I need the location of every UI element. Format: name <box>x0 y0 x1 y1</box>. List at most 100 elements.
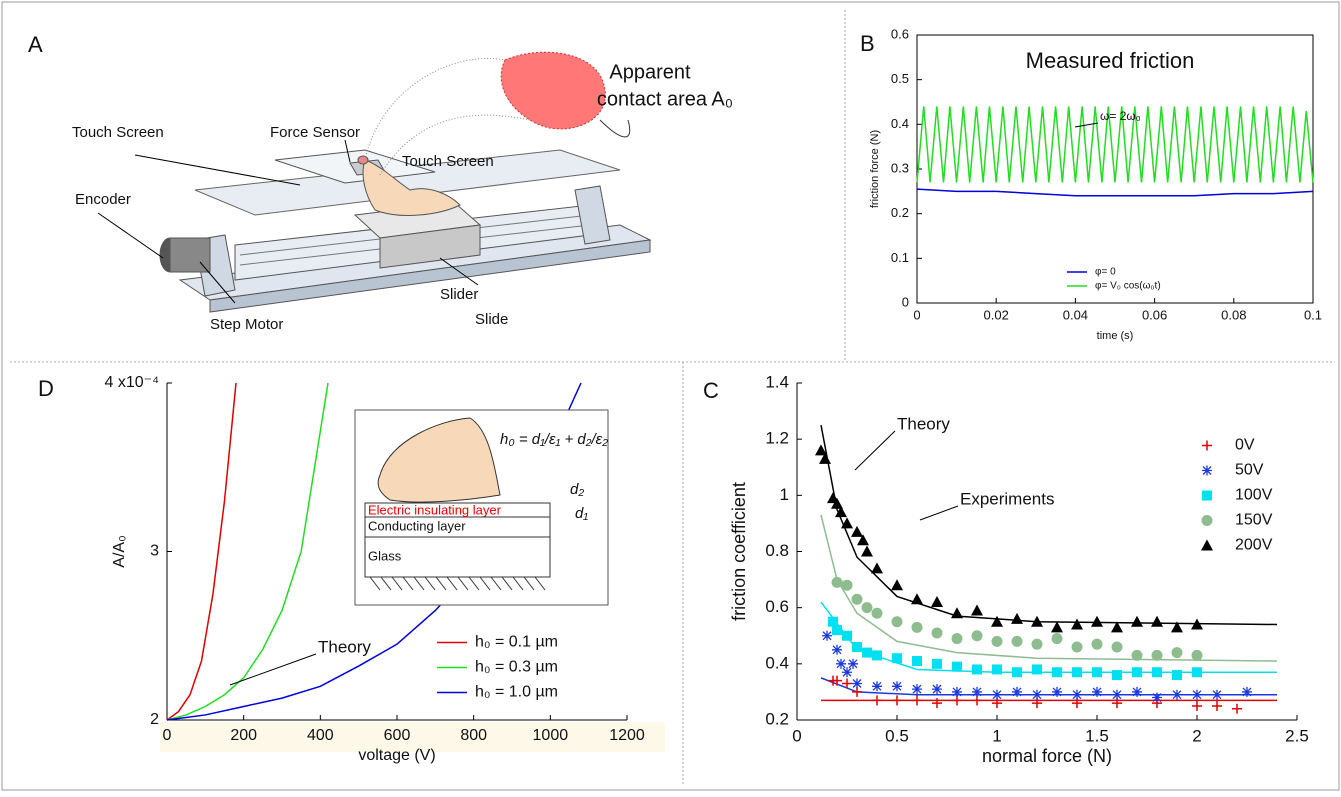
point <box>871 607 883 619</box>
hatch <box>534 576 546 591</box>
point <box>1091 638 1103 650</box>
point <box>1092 686 1102 697</box>
legend-label: h₀ = 0.1 µm <box>475 634 558 651</box>
y-tick-label: 0 <box>902 294 909 309</box>
x-tick-label: 200 <box>230 727 257 744</box>
apparatus <box>97 51 652 313</box>
point <box>1151 615 1163 627</box>
y-axis-label: friction force (N) <box>869 130 881 208</box>
point <box>1151 649 1163 661</box>
point <box>1242 686 1252 697</box>
theory-line <box>820 601 1277 674</box>
point <box>822 630 832 641</box>
point <box>852 678 862 689</box>
diagram-label: Slider <box>440 286 478 303</box>
x-tick-label: 0.5 <box>885 726 909 745</box>
point <box>852 641 862 652</box>
point <box>992 698 1002 709</box>
point <box>1051 633 1063 645</box>
point <box>1032 698 1042 709</box>
finger <box>377 417 501 503</box>
point <box>971 604 983 616</box>
x-tick-label: 0 <box>913 307 920 322</box>
hatch <box>369 576 381 591</box>
x-tick-label: 2.5 <box>1285 726 1309 745</box>
point <box>892 695 902 706</box>
legend-swatch <box>1201 515 1213 526</box>
annotation-arrow <box>1074 122 1099 128</box>
point <box>1072 689 1082 700</box>
y-tick-label: 0.2 <box>891 205 909 220</box>
y-tick-label: 0.2 <box>765 709 789 728</box>
point <box>861 602 873 614</box>
point <box>851 593 863 605</box>
legend-label: h₀ = 0.3 µm <box>475 659 558 676</box>
point <box>1032 689 1042 700</box>
point <box>852 686 862 697</box>
y-axis-label: friction coefficient <box>729 482 749 621</box>
hatch <box>501 576 513 591</box>
point <box>892 681 902 692</box>
point <box>1132 667 1142 678</box>
point <box>991 635 1003 647</box>
point <box>835 506 847 518</box>
point <box>972 664 982 675</box>
point <box>952 661 962 672</box>
point <box>1152 692 1162 703</box>
point <box>872 695 882 706</box>
panel-label: D <box>38 376 54 401</box>
point <box>912 656 922 667</box>
point <box>831 497 843 509</box>
diagram-label: Encoder <box>75 191 131 208</box>
legend-label: h₀ = 1.0 µm <box>475 684 558 701</box>
point <box>1131 615 1143 627</box>
point <box>832 644 842 655</box>
point <box>1112 698 1122 709</box>
point <box>1191 649 1203 661</box>
series-line <box>916 188 1314 197</box>
panel-label: C <box>703 378 719 403</box>
point <box>1111 641 1123 653</box>
point <box>871 562 883 574</box>
legend-swatch <box>1202 490 1212 501</box>
annotation: ω= 2ω₀ <box>1100 109 1141 123</box>
point <box>851 525 863 537</box>
y-tick-label: 4 x10⁻⁴ <box>105 374 160 391</box>
point <box>842 667 852 678</box>
legend-label: 0V <box>1235 437 1255 454</box>
hatch <box>424 576 436 591</box>
point <box>1191 618 1203 630</box>
point <box>828 616 838 627</box>
point <box>1131 649 1143 661</box>
point <box>836 658 846 669</box>
annotation-arrow <box>919 505 959 521</box>
point <box>932 684 942 695</box>
point <box>1092 667 1102 678</box>
point <box>972 686 982 697</box>
hatch <box>468 576 480 591</box>
point <box>1072 698 1082 709</box>
theory-line <box>820 677 1277 696</box>
point <box>932 698 942 709</box>
inset-formula: h₀ = d₁/ε₁ + d₂/ε₂ <box>500 431 608 448</box>
point <box>1012 686 1022 697</box>
x-tick-label: 400 <box>307 727 334 744</box>
point <box>1192 667 1202 678</box>
inset-label: d₂ <box>570 481 584 498</box>
x-tick-label: 2 <box>1192 726 1201 745</box>
point <box>1011 635 1023 647</box>
point <box>992 689 1002 700</box>
point <box>842 630 852 641</box>
panel-label: A <box>28 32 43 57</box>
point <box>911 621 923 633</box>
diagram-label: contact area A₀ <box>597 88 733 110</box>
hatch <box>391 576 403 591</box>
x-tick-label: 600 <box>384 727 411 744</box>
annotation: Theory <box>318 637 371 656</box>
hatch <box>446 576 458 591</box>
point <box>832 675 842 686</box>
y-tick-label: 1.4 <box>765 372 789 391</box>
point <box>841 517 853 529</box>
y-tick-label: 2 <box>150 711 159 728</box>
